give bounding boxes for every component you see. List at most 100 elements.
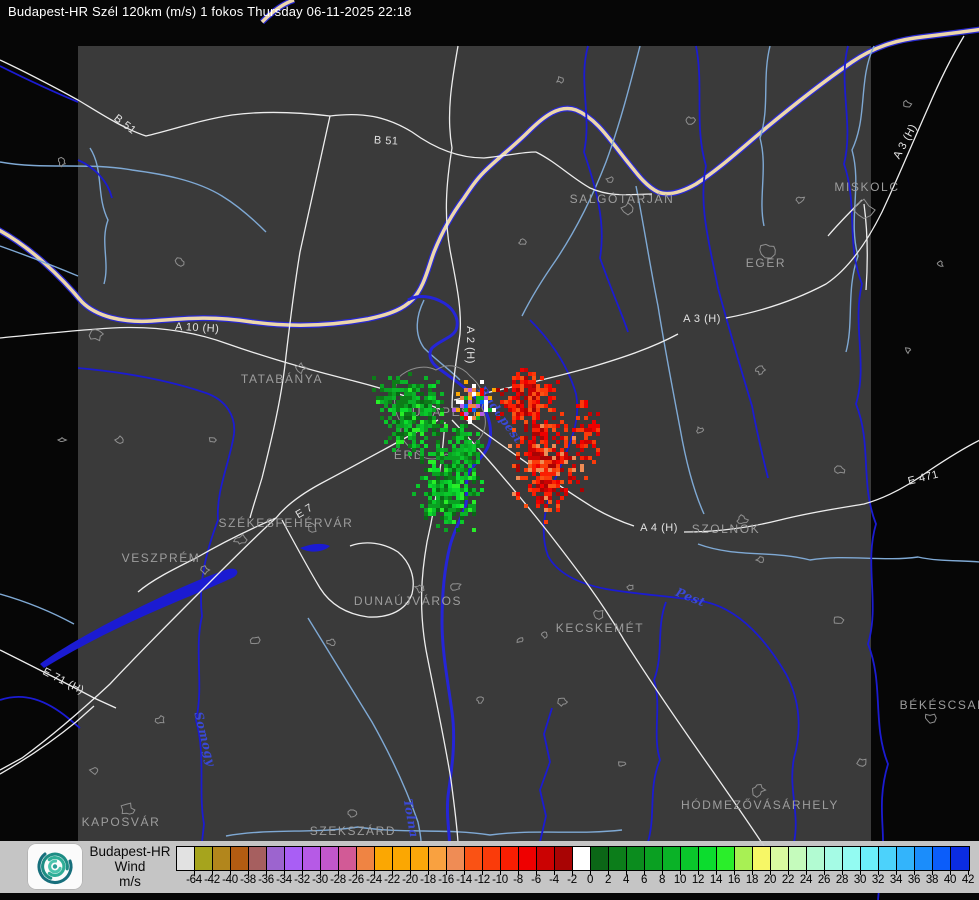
scale-cell-22 [573, 847, 591, 870]
scale-tick-29 [716, 870, 717, 875]
scale-tick-16 [482, 870, 483, 875]
scale-cell-row [176, 846, 970, 871]
scale-label-8: -28 [330, 874, 346, 886]
scale-cell-0 [177, 847, 195, 870]
scale-cell-43 [951, 847, 969, 870]
scale-tick-7 [320, 870, 321, 875]
scale-cell-18 [501, 847, 519, 870]
scale-label-38: 32 [871, 874, 885, 886]
scale-label-0: -64 [186, 874, 202, 886]
city-label-3: TATABÁNYA [241, 371, 323, 386]
scale-label-31: 18 [745, 874, 759, 886]
scale-cell-5 [267, 847, 285, 870]
lake-velence [300, 543, 330, 552]
scale-tick-0 [194, 870, 195, 875]
scale-label-6: -32 [294, 874, 310, 886]
legend-product-line-2: Wind [114, 859, 146, 875]
scale-cell-13 [411, 847, 429, 870]
scale-tick-3 [248, 870, 249, 875]
scale-label-42: 40 [943, 874, 957, 886]
scale-label-18: -8 [513, 874, 523, 886]
scale-label-41: 38 [925, 874, 939, 886]
scale-cell-39 [879, 847, 897, 870]
scale-tick-43 [968, 870, 969, 875]
scale-label-37: 30 [853, 874, 867, 886]
scale-tick-25 [644, 870, 645, 875]
scale-cell-34 [789, 847, 807, 870]
scale-cell-27 [663, 847, 681, 870]
scale-cell-4 [249, 847, 267, 870]
road-label-1: B 51 [374, 134, 399, 147]
city-label-12: HÓDMEZŐVÁSÁRHELY [681, 797, 839, 812]
scale-cell-32 [753, 847, 771, 870]
scale-label-39: 34 [889, 874, 903, 886]
scale-cell-2 [213, 847, 231, 870]
scale-cell-8 [321, 847, 339, 870]
scale-tick-15 [464, 870, 465, 875]
scale-tick-2 [230, 870, 231, 875]
scale-tick-27 [680, 870, 681, 875]
scale-cell-33 [771, 847, 789, 870]
scale-label-2: -40 [222, 874, 238, 886]
scale-label-4: -36 [258, 874, 274, 886]
scale-tick-21 [572, 870, 573, 875]
scale-cell-40 [897, 847, 915, 870]
scale-cell-24 [609, 847, 627, 870]
scale-tick-1 [212, 870, 213, 875]
scale-label-29: 14 [709, 874, 723, 886]
scale-tick-22 [590, 870, 591, 875]
scale-tick-39 [896, 870, 897, 875]
city-label-14: SZEKSZÁRD [310, 823, 396, 838]
scale-cell-15 [447, 847, 465, 870]
road-label-2: A 3 (H) [683, 313, 721, 325]
roads [0, 35, 979, 871]
water-label-3: Tolna [401, 798, 422, 839]
scale-tick-32 [770, 870, 771, 875]
scale-cell-16 [465, 847, 483, 870]
scale-tick-35 [824, 870, 825, 875]
scale-tick-11 [392, 870, 393, 875]
scale-tick-42 [950, 870, 951, 875]
city-label-0: SALGÓTARJÁN [570, 191, 675, 206]
road-label-6: A 4 (H) [640, 522, 678, 534]
map-title: Budapest-HR Szél 120km (m/s) 1 fokos Thu… [8, 4, 412, 19]
rivers-light [0, 45, 979, 843]
scale-label-28: 12 [691, 874, 705, 886]
scale-cell-3 [231, 847, 249, 870]
scale-label-23: 2 [604, 874, 612, 886]
scale-tick-4 [266, 870, 267, 875]
scale-tick-34 [806, 870, 807, 875]
city-label-7: VESZPRÉM [122, 550, 201, 565]
scale-tick-31 [752, 870, 753, 875]
lake-balaton [40, 568, 238, 668]
scale-cell-6 [285, 847, 303, 870]
scale-tick-9 [356, 870, 357, 875]
scale-cell-1 [195, 847, 213, 870]
scale-tick-6 [302, 870, 303, 875]
spiral-icon [37, 848, 73, 885]
scale-label-10: -24 [366, 874, 382, 886]
scale-tick-20 [554, 870, 555, 875]
scale-tick-5 [284, 870, 285, 875]
scale-label-27: 10 [673, 874, 687, 886]
scale-label-26: 8 [658, 874, 666, 886]
scale-label-12: -20 [402, 874, 418, 886]
scale-label-3: -38 [240, 874, 256, 886]
scale-cell-12 [393, 847, 411, 870]
scale-label-21: -2 [567, 874, 577, 886]
scale-tick-13 [428, 870, 429, 875]
scale-label-24: 4 [622, 874, 630, 886]
scale-label-30: 16 [727, 874, 741, 886]
scale-tick-19 [536, 870, 537, 875]
legend-product-line-1: Budapest-HR [89, 844, 171, 859]
scale-tick-28 [698, 870, 699, 875]
scale-cell-14 [429, 847, 447, 870]
country-border [0, 0, 979, 329]
scale-tick-24 [626, 870, 627, 875]
scale-cell-42 [933, 847, 951, 870]
scale-label-33: 22 [781, 874, 795, 886]
road-label-5: A 2 (H) [464, 326, 476, 364]
scale-tick-26 [662, 870, 663, 875]
scale-cell-20 [537, 847, 555, 870]
